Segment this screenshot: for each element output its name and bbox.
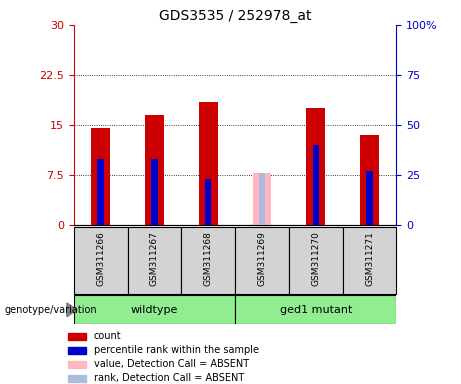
Bar [366,171,373,225]
Bar [151,159,158,225]
Bar [199,101,218,225]
Text: GSM311269: GSM311269 [258,232,266,286]
Bar [68,361,86,368]
Bar [360,135,379,225]
Bar [235,227,289,294]
Text: value, Detection Call = ABSENT: value, Detection Call = ABSENT [94,359,248,369]
Text: rank, Detection Call = ABSENT: rank, Detection Call = ABSENT [94,373,244,383]
Text: count: count [94,331,121,341]
Bar [91,128,110,225]
Bar [253,173,272,225]
Bar [97,159,104,225]
Bar [313,145,319,225]
Text: ged1 mutant: ged1 mutant [280,305,352,314]
Text: GSM311270: GSM311270 [311,232,320,286]
Text: GSM311266: GSM311266 [96,232,105,286]
Text: wildtype: wildtype [131,305,178,314]
Polygon shape [67,303,77,317]
Text: genotype/variation: genotype/variation [5,305,97,315]
Text: percentile rank within the sample: percentile rank within the sample [94,345,259,355]
Bar [68,374,86,382]
Bar [128,227,181,294]
Bar [68,333,86,340]
Text: GSM311267: GSM311267 [150,232,159,286]
Bar [145,115,164,225]
Title: GDS3535 / 252978_at: GDS3535 / 252978_at [159,8,311,23]
Bar [181,227,235,294]
Bar [289,227,343,294]
Bar [307,108,325,225]
Bar [74,227,128,294]
Text: GSM311271: GSM311271 [365,232,374,286]
Bar [74,295,235,324]
Bar [235,295,396,324]
Bar [68,347,86,354]
Bar [205,179,212,225]
Bar [343,227,396,294]
Text: GSM311268: GSM311268 [204,232,213,286]
Bar [259,173,265,225]
